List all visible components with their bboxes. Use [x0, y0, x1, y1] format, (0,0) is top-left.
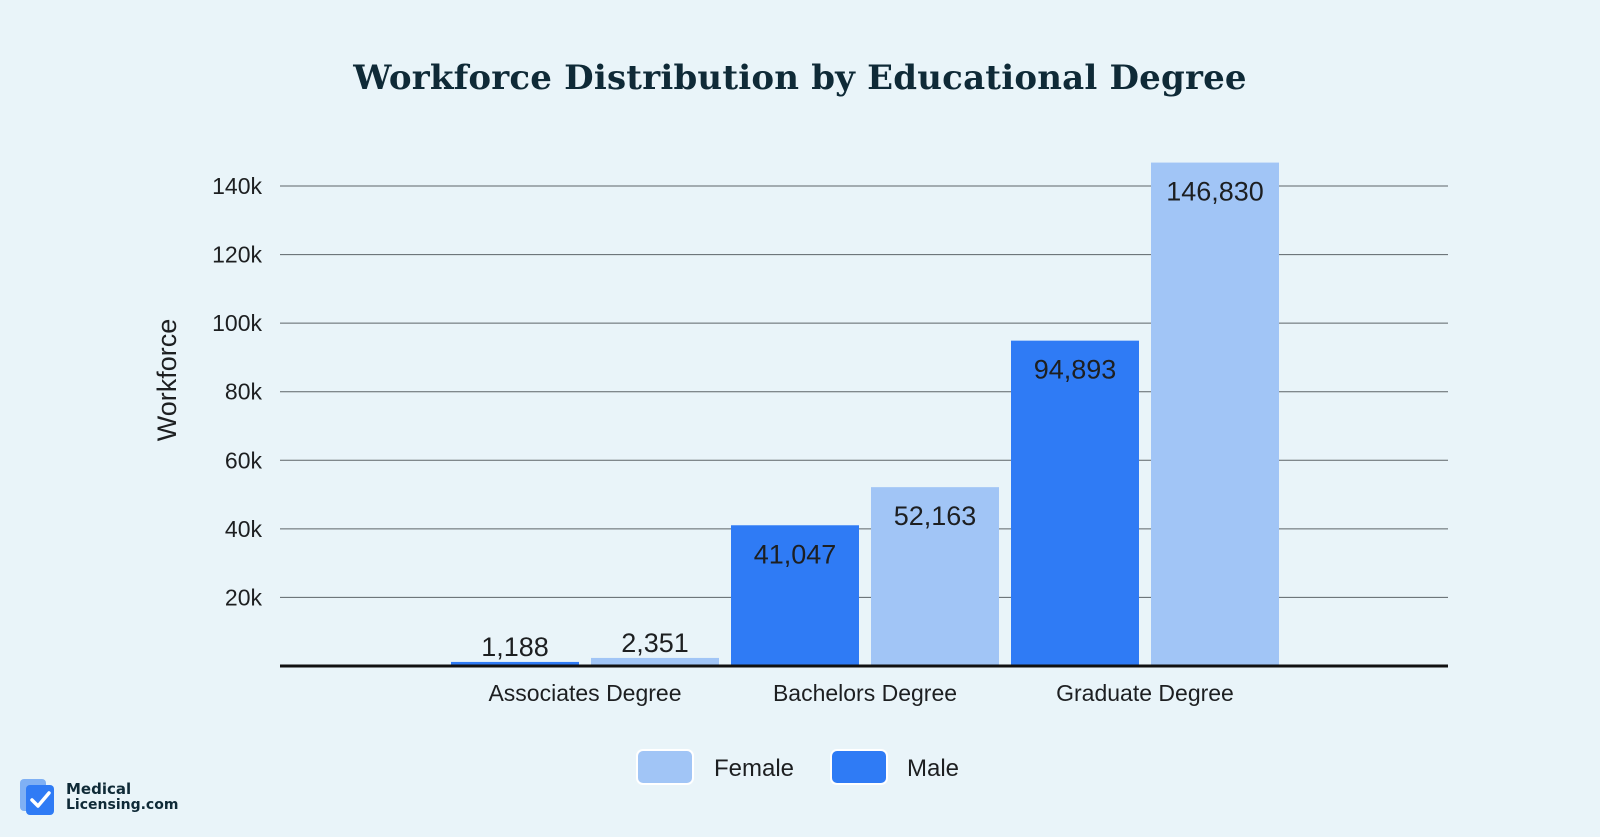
x-axis-labels: Associates Degree Bachelors Degree Graduat…: [488, 680, 1233, 706]
y-tick-label: 40k: [225, 516, 263, 542]
data-label: 94,893: [1034, 355, 1117, 385]
x-tick-label: Associates Degree: [488, 680, 681, 706]
legend-swatch-female: [636, 749, 694, 785]
bar-female: [591, 657, 719, 665]
bar-female: [1151, 162, 1279, 665]
bar-male: [1011, 340, 1139, 665]
data-label: 1,188: [481, 632, 549, 662]
x-tick-label: Graduate Degree: [1056, 680, 1234, 706]
y-tick-label: 100k: [212, 310, 262, 336]
y-axis-ticks: 20k 40k 60k 80k 100k 120k 140k: [212, 173, 262, 610]
x-tick-label: Bachelors Degree: [773, 680, 957, 706]
bar-male: [731, 525, 859, 665]
y-tick-label: 140k: [212, 173, 262, 199]
legend-swatch-male: [830, 749, 888, 785]
bar-female: [871, 487, 999, 665]
bar-male: [451, 661, 579, 665]
chart-title: Workforce Distribution by Educational De…: [353, 58, 1247, 98]
data-label: 41,047: [754, 539, 837, 569]
y-tick-label: 60k: [225, 447, 263, 473]
logo-text-line2: Licensing.com: [66, 797, 179, 813]
y-tick-label: 120k: [212, 242, 262, 268]
checkmark-logo-icon: [18, 777, 58, 817]
logo-text-line1: Medical: [66, 780, 132, 798]
legend-label-female: Female: [714, 755, 794, 782]
data-label: 146,830: [1166, 177, 1264, 207]
legend: Female Male: [636, 749, 959, 785]
bars: [451, 162, 1279, 665]
y-axis-title: Workforce: [152, 319, 182, 442]
data-label: 2,351: [621, 628, 689, 658]
y-tick-label: 80k: [225, 379, 263, 405]
y-tick-label: 20k: [225, 584, 263, 610]
data-labels: 1,188 2,351 41,047 52,163 94,893 146,830: [481, 177, 1264, 662]
brand-logo: Medical Licensing.com: [18, 776, 178, 818]
legend-label-male: Male: [907, 755, 959, 782]
data-label: 52,163: [894, 501, 977, 531]
